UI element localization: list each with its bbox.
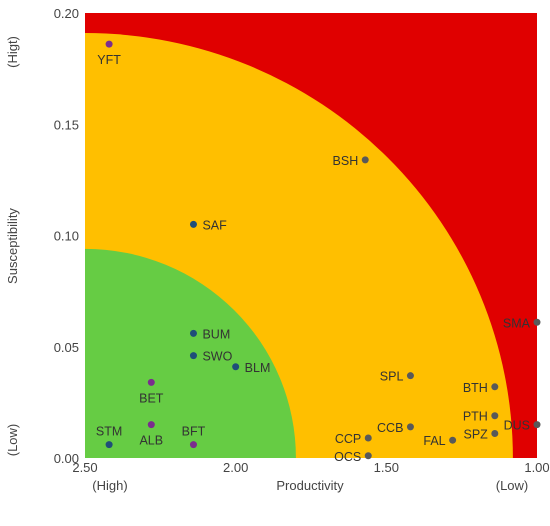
point-stm xyxy=(105,441,113,449)
point-label-blm: BLM xyxy=(245,361,271,375)
point-label-bft: BFT xyxy=(182,425,206,439)
point-label-bsh: BSH xyxy=(333,154,359,168)
point-label-saf: SAF xyxy=(202,218,227,232)
y-tick-label: 0.10 xyxy=(54,229,79,244)
point-label-fal: FAL xyxy=(423,434,445,448)
x-axis-high-label: (High) xyxy=(92,478,127,493)
point-spz xyxy=(491,430,499,438)
point-bth xyxy=(491,383,499,391)
y-axis-low-label: (Low) xyxy=(5,424,20,457)
point-label-ccp: CCP xyxy=(335,432,361,446)
y-axis-high-label: (Higt) xyxy=(5,36,20,68)
point-label-bth: BTH xyxy=(463,381,488,395)
x-axis-low-label: (Low) xyxy=(496,478,529,493)
y-tick-label: 0.20 xyxy=(54,6,79,21)
point-blm xyxy=(232,363,240,371)
point-bft xyxy=(189,441,197,449)
point-label-ccb: CCB xyxy=(377,421,403,435)
axis-labels: Productivity (High) (Low) Susceptibility… xyxy=(5,36,528,493)
point-sma xyxy=(533,318,541,326)
x-tick-label: 2.00 xyxy=(223,460,248,475)
x-tick-label: 1.00 xyxy=(524,460,549,475)
point-dus xyxy=(533,421,541,429)
y-axis-title: Susceptibility xyxy=(5,208,20,284)
point-label-bum: BUM xyxy=(202,327,230,341)
point-label-ocs: OCS xyxy=(334,450,361,464)
point-swo xyxy=(189,352,197,360)
point-label-pth: PTH xyxy=(463,410,488,424)
point-yft xyxy=(105,40,113,48)
point-spl xyxy=(406,372,414,380)
point-ocs xyxy=(364,452,372,460)
point-label-spz: SPZ xyxy=(464,428,489,442)
point-label-dus: DUS xyxy=(504,419,530,433)
point-alb xyxy=(147,421,155,429)
point-label-bet: BET xyxy=(139,391,164,405)
point-label-sma: SMA xyxy=(503,316,531,330)
point-pth xyxy=(491,412,499,420)
point-bet xyxy=(147,378,155,386)
risk-zones xyxy=(85,13,537,459)
point-ccb xyxy=(406,423,414,431)
x-tick-label: 1.50 xyxy=(374,460,399,475)
x-tick-label: 2.50 xyxy=(72,460,97,475)
data-points: YFT BSH SAF BUM SWO BLM BET ALB STM BFT SMA SPL BTH P… xyxy=(96,40,541,464)
y-tick-label: 0.00 xyxy=(54,451,79,466)
point-label-spl: SPL xyxy=(380,370,404,384)
axes: 2.50 2.00 1.50 1.00 0.00 0.05 0.10 0.15 0.20 xyxy=(54,6,550,475)
point-saf xyxy=(189,220,197,228)
y-tick-label: 0.05 xyxy=(54,340,79,355)
y-tick-label: 0.15 xyxy=(54,117,79,132)
point-ccp xyxy=(364,434,372,442)
x-axis-title: Productivity xyxy=(276,478,344,493)
point-label-stm: STM xyxy=(96,425,122,439)
point-label-alb: ALB xyxy=(139,434,163,448)
point-label-swo: SWO xyxy=(202,350,232,364)
point-fal xyxy=(449,436,457,444)
point-bum xyxy=(189,329,197,337)
point-bsh xyxy=(361,156,369,164)
zone-low xyxy=(85,248,296,458)
point-label-yft: YFT xyxy=(97,53,121,67)
